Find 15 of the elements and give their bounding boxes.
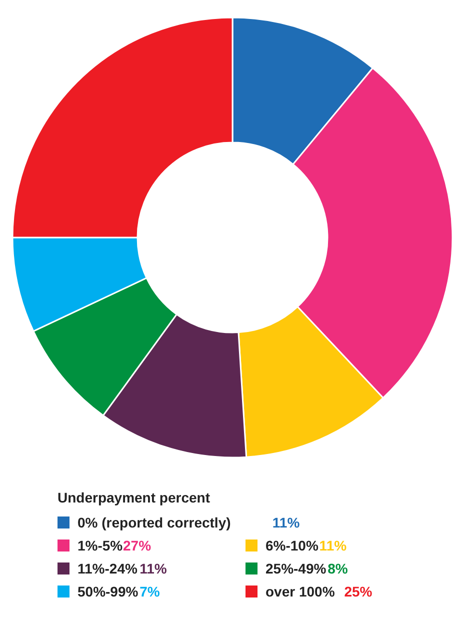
data-label: 8% (328, 560, 348, 576)
data-label: 7% (140, 584, 160, 600)
data-label: 11% (319, 538, 348, 554)
legend-label: over 100% (266, 584, 336, 600)
legend-label: 6%-10% (266, 538, 319, 554)
legend-label: 0% (reported correctly) (78, 514, 231, 530)
legend-label: 11%-24% (78, 560, 138, 576)
data-label: 27% (123, 538, 152, 554)
data-label: 11% (272, 514, 300, 530)
legend-label: 25%-49% (266, 560, 327, 576)
legend-title: Underpayment percent (58, 490, 210, 506)
data-label: 11% (140, 560, 168, 576)
legend-label: 50%-99% (78, 584, 139, 600)
legend-label: 1%-5% (78, 538, 124, 554)
data-label: 25% (344, 584, 373, 600)
